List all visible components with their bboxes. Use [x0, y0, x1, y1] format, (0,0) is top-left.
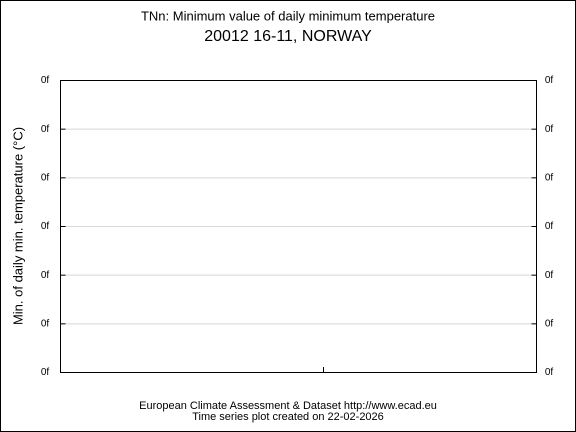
y-tick-label-right: 0f — [545, 367, 554, 378]
y-tick-label: 0f — [41, 172, 50, 183]
y-tick-label-right: 0f — [545, 270, 554, 281]
y-tick-label-right: 0f — [545, 75, 554, 86]
y-tick-label-right: 0f — [545, 124, 554, 135]
y-tick-label: 0f — [41, 270, 50, 281]
chart-subtitle: 20012 16-11, NORWAY — [204, 28, 372, 45]
y-tick-label: 0f — [41, 318, 50, 329]
y-tick-label: 0f — [41, 75, 50, 86]
y-tick-label-right: 0f — [545, 172, 554, 183]
y-tick-label: 0f — [41, 124, 50, 135]
chart-title: TNn: Minimum value of daily minimum temp… — [141, 8, 435, 23]
y-tick-label-right: 0f — [545, 221, 554, 232]
y-tick-label: 0f — [41, 221, 50, 232]
y-axis-label: Min. of daily min. temperature (°C) — [10, 127, 25, 325]
footer-line: Time series plot created on 22-02-2026 — [192, 411, 384, 423]
y-tick-label: 0f — [41, 367, 50, 378]
y-tick-label-right: 0f — [545, 318, 554, 329]
footer-line: European Climate Assessment & Dataset ht… — [139, 400, 437, 412]
